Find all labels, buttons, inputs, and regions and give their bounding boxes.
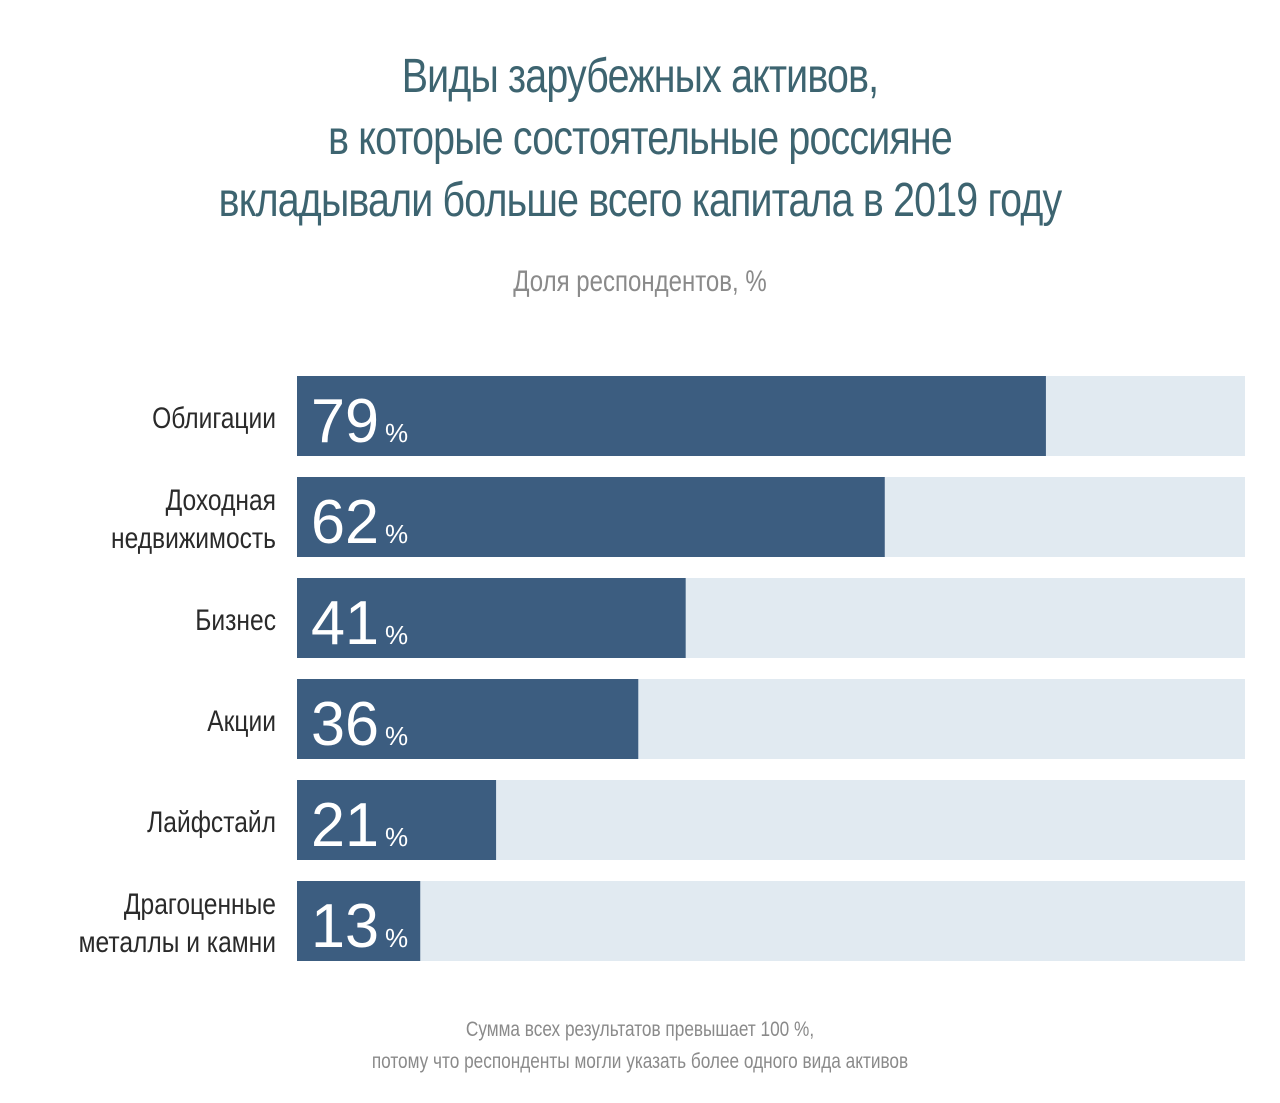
bar-6 — [297, 881, 421, 961]
category-label-2: Доходная недвижимость — [111, 483, 276, 555]
chart-title-line-3: вкладывали больше всего капитала в 2019 … — [218, 174, 1063, 227]
chart-title-line-2: в которые состоятельные россияне — [328, 112, 953, 165]
bar-row-6: 13 % Драгоценные металлы и камни — [79, 881, 1245, 961]
bar-value-label-2: 62% — [311, 488, 408, 557]
category-label-4: Акции — [207, 704, 276, 738]
bar-row-4: 36 % Акции — [207, 679, 1245, 759]
category-label-1: Облигации — [152, 401, 276, 435]
bar-row-5: 21 % Лайфстайл — [147, 780, 1245, 860]
bar-row-2: 62 % Доходная недвижимость — [111, 477, 1245, 557]
bar-value-label-3: 41% — [311, 589, 408, 658]
bar-2 — [297, 477, 885, 557]
bar-value-label-6: 13% — [311, 892, 408, 961]
chart-title: Виды зарубежных активов, в которые состо… — [115, 46, 1165, 232]
bar-value-label-5: 21% — [311, 791, 408, 860]
bar-track-6 — [297, 881, 1245, 961]
chart-subtitle: Доля респондентов, % — [513, 265, 767, 298]
bar-row-1: 79 % Облигации — [152, 376, 1245, 456]
footnote-line-2: потому что респонденты могли указать бол… — [371, 1050, 909, 1073]
bar-5 — [297, 780, 497, 860]
bar-row-3: 41 % Бизнес — [195, 578, 1245, 658]
chart-title-line-1: Виды зарубежных активов, — [401, 50, 879, 103]
bar-1 — [297, 376, 1046, 456]
footnote-line-1: Сумма всех результатов превышает 100 %, — [465, 1018, 815, 1041]
category-label-6: Драгоценные металлы и камни — [79, 887, 276, 959]
bar-3 — [297, 578, 686, 658]
bar-value-label-4: 36% — [311, 690, 408, 759]
bar-value-label-1: 79% — [311, 387, 408, 456]
bar-4 — [297, 679, 639, 759]
chart-footnote: Сумма всех результатов превышает 100 %, … — [115, 1014, 1165, 1078]
category-label-3: Бизнес — [195, 603, 276, 637]
category-label-5: Лайфстайл — [147, 805, 276, 839]
